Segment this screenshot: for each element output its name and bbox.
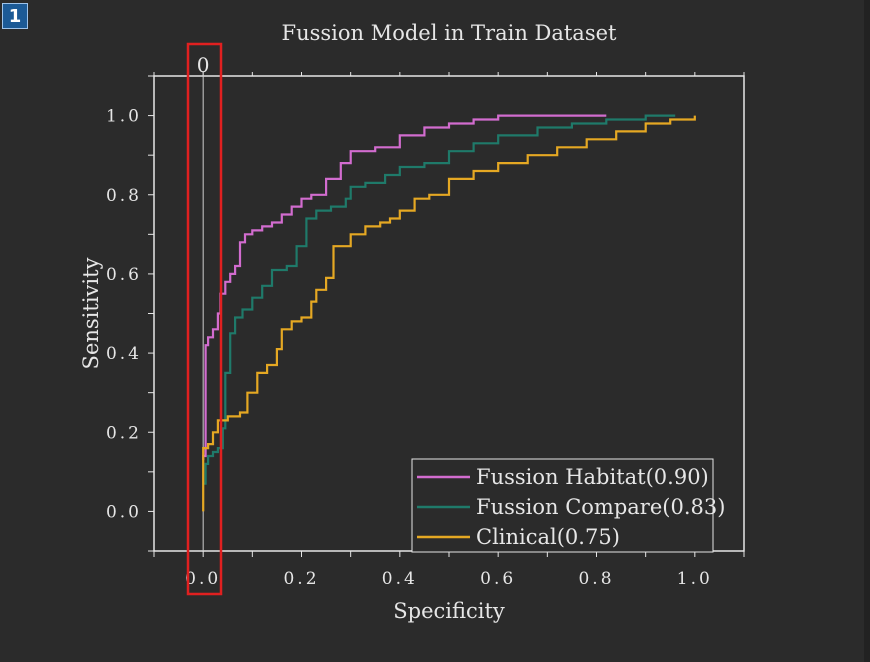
x-tick-label: 0.6 — [480, 569, 516, 589]
y-tick-label: 0.8 — [106, 186, 142, 206]
x-tick-label: 0.0 — [185, 569, 221, 589]
x-tick-label: 0.8 — [578, 569, 614, 589]
x-tick-label: 0.2 — [283, 569, 319, 589]
y-axis-label: Sensitivity — [79, 257, 103, 369]
y-tick-label: 0.4 — [106, 344, 142, 364]
highlight-box — [186, 42, 223, 596]
x-tick-label: 1.0 — [677, 569, 713, 589]
legend-label-3: Clinical(0.75) — [476, 525, 620, 549]
x-tick-label: 0.4 — [382, 569, 418, 589]
roc-line-1 — [202, 114, 607, 460]
y-tick-label: 0.0 — [106, 502, 142, 522]
zero-marker-label: 0 — [197, 53, 210, 77]
plot-layer: Fussion Model in Train Dataset 0.0 0.2 0.4 0… — [79, 21, 745, 623]
chart-title: Fussion Model in Train Dataset — [282, 21, 618, 45]
panel-number-badge: 1 — [2, 3, 28, 29]
y-tick-label: 1.0 — [106, 107, 142, 127]
roc-line-3 — [202, 115, 696, 512]
legend-label-2: Fussion Compare(0.83) — [476, 495, 725, 519]
roc-line-2 — [203, 114, 676, 485]
x-axis-label: Specificity — [393, 599, 505, 623]
y-tick-label: 0.2 — [106, 423, 142, 443]
y-tick-label: 0.6 — [106, 265, 142, 285]
legend-label-1: Fussion Habitat(0.90) — [476, 465, 709, 489]
window-edge — [864, 0, 870, 662]
